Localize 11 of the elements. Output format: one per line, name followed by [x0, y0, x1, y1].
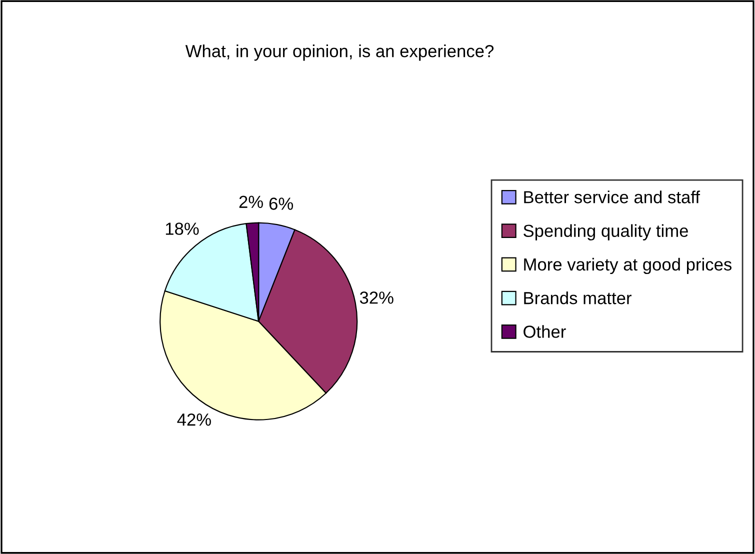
data-label: 6%: [269, 198, 294, 210]
data-label: 18%: [166, 222, 199, 235]
legend-label: Brands matter: [524, 292, 632, 304]
legend-label: Spending quality time: [524, 224, 688, 240]
data-label: 42%: [177, 413, 211, 426]
data-label: 2%: [239, 196, 263, 208]
chart-title: What, in your opinion, is an experience?: [185, 44, 494, 61]
legend-label: Better service and staff: [524, 190, 700, 204]
legend-label: Other: [524, 325, 566, 338]
legend-label: More variety at good prices: [524, 258, 732, 274]
data-label: 32%: [360, 292, 394, 304]
